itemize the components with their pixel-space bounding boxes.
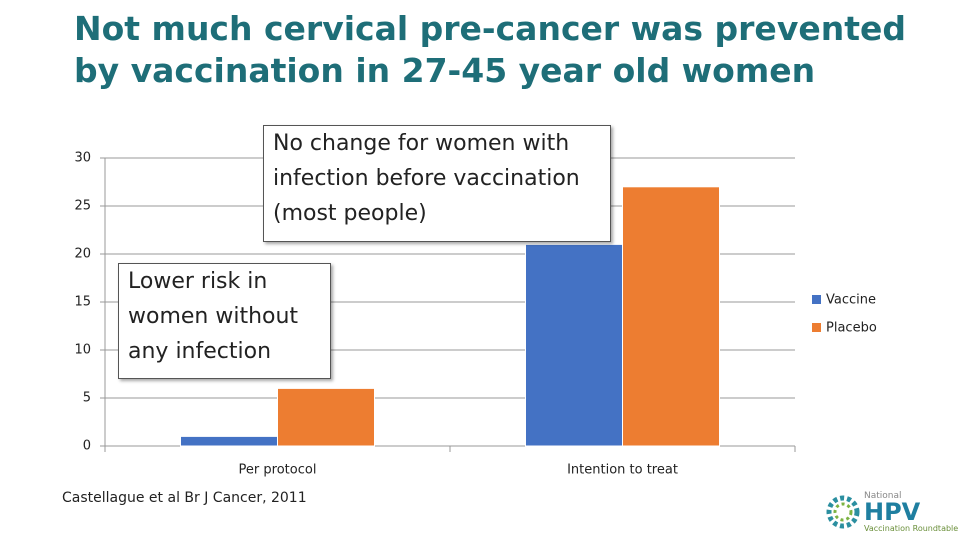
legend-label: Vaccine [826,293,876,308]
y-tick-label: 10 [74,343,91,358]
bar [277,387,375,447]
legend-swatch [812,323,821,332]
logo-text: Vaccination Roundtable [864,524,959,533]
bar [180,435,278,447]
bar [622,186,720,447]
annotation: No change for women with infection befor… [263,125,611,242]
logo-text: National [864,491,902,501]
slide-title: Not much cervical pre-cancer was prevent… [74,9,906,90]
y-tick-label: 0 [83,439,91,454]
annotation: Lower risk in women without any infectio… [118,263,331,379]
x-tick-label: Per protocol [239,463,317,478]
source: Castellague et al Br J Cancer, 2011 [62,490,307,506]
y-tick-label: 30 [74,151,91,166]
legend-swatch [812,295,821,304]
y-tick-label: 5 [83,391,91,406]
logo-ring [826,495,860,529]
y-tick-label: 15 [74,295,91,310]
logo-text: HPV [864,498,921,526]
x-tick-label: Intention to treat [567,463,678,478]
bar [525,243,623,447]
legend-label: Placebo [826,321,877,336]
y-tick-label: 20 [74,247,91,262]
y-tick-label: 25 [74,199,91,214]
